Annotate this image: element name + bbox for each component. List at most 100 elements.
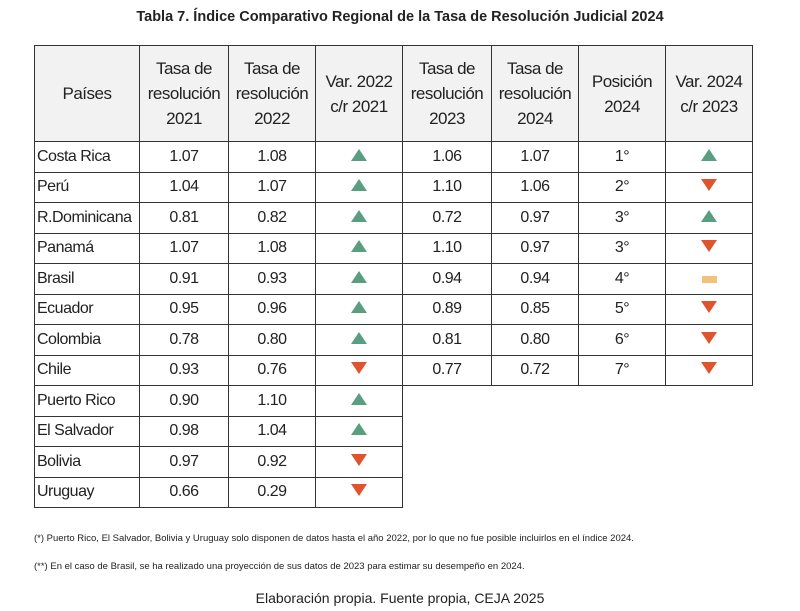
source-footer: Elaboración propia. Fuente propia, CEJA … [255, 590, 545, 606]
column-header: Posición 2024 [578, 45, 666, 142]
value-cell: 0.97 [491, 232, 579, 264]
triangle-up-icon [351, 148, 367, 161]
variation-cell [315, 385, 403, 417]
value-cell: 1.06 [491, 171, 579, 203]
empty-cell [666, 386, 753, 417]
column-header: Var. 2022 c/r 2021 [315, 45, 403, 142]
variation-cell [315, 293, 403, 325]
variation-cell [665, 324, 753, 356]
country-cell: Bolivia [34, 446, 140, 478]
empty-cell [666, 477, 753, 508]
variation-cell [315, 354, 403, 386]
value-cell: 0.72 [491, 354, 579, 386]
table-row: Panamá 1.07 1.08 1.10 0.97 3° [34, 232, 753, 264]
empty-cell [666, 416, 753, 447]
value-cell: 3° [578, 202, 666, 234]
column-header: Tasa de resolución 2023 [402, 45, 492, 142]
value-cell: 1.08 [228, 232, 316, 264]
empty-cell [403, 416, 492, 447]
country-cell: Ecuador [34, 293, 140, 325]
value-cell: 0.80 [491, 324, 579, 356]
value-cell: 0.82 [228, 202, 316, 234]
value-cell: 1.08 [228, 141, 316, 173]
value-cell: 0.29 [228, 476, 316, 508]
empty-cell [579, 447, 666, 478]
value-cell: 0.72 [402, 202, 492, 234]
empty-cell [492, 416, 579, 447]
value-cell: 1° [578, 141, 666, 173]
country-cell: Chile [34, 354, 140, 386]
country-cell: Puerto Rico [34, 385, 140, 417]
triangle-down-icon [701, 179, 717, 192]
triangle-down-icon [701, 362, 717, 375]
triangle-up-icon [351, 270, 367, 283]
value-cell: 1.04 [139, 171, 229, 203]
value-cell: 7° [578, 354, 666, 386]
variation-cell [315, 476, 403, 508]
footnote-2: (**) En el caso de Brasil, se ha realiza… [34, 561, 525, 572]
table-row: Chile 0.93 0.76 0.77 0.72 7° [34, 354, 753, 386]
value-cell: 0.77 [402, 354, 492, 386]
variation-cell [665, 354, 753, 386]
country-cell: Uruguay [34, 476, 140, 508]
value-cell: 0.91 [139, 263, 229, 295]
triangle-up-icon [701, 148, 717, 161]
variation-cell [315, 202, 403, 234]
equal-bar-icon [701, 275, 717, 283]
table-row: Brasil 0.91 0.93 0.94 0.94 4° [34, 263, 753, 295]
triangle-down-icon [351, 362, 367, 375]
table-row: Perú 1.04 1.07 1.10 1.06 2° [34, 171, 753, 203]
empty-cell [666, 447, 753, 478]
variation-cell [315, 263, 403, 295]
empty-cell [492, 477, 579, 508]
empty-cell [492, 447, 579, 478]
table-row: Puerto Rico 0.90 1.10 [34, 385, 753, 417]
table-row: Uruguay 0.66 0.29 [34, 476, 753, 508]
variation-cell [315, 446, 403, 478]
empty-cell [403, 477, 492, 508]
value-cell: 1.10 [402, 232, 492, 264]
header-row: Países Tasa de resolución 2021 Tasa de res… [34, 45, 753, 142]
value-cell: 5° [578, 293, 666, 325]
variation-cell [315, 415, 403, 447]
empty-cell [579, 477, 666, 508]
empty-cell [579, 416, 666, 447]
triangle-down-icon [351, 453, 367, 466]
triangle-down-icon [701, 240, 717, 253]
value-cell: 1.07 [139, 141, 229, 173]
column-header: Var. 2024 c/r 2023 [665, 45, 753, 142]
value-cell: 3° [578, 232, 666, 264]
triangle-up-icon [351, 240, 367, 253]
variation-cell [665, 202, 753, 234]
variation-cell [665, 293, 753, 325]
value-cell: 0.92 [228, 446, 316, 478]
value-cell: 1.06 [402, 141, 492, 173]
table-row: El Salvador 0.98 1.04 [34, 415, 753, 447]
table-title: Tabla 7. Índice Comparativo Regional de … [136, 9, 664, 25]
table-row: Colombia 0.78 0.80 0.81 0.80 6° [34, 324, 753, 356]
value-cell: 0.76 [228, 354, 316, 386]
triangle-up-icon [351, 423, 367, 436]
column-header: Tasa de resolución 2021 [139, 45, 229, 142]
value-cell: 0.66 [139, 476, 229, 508]
empty-cell [492, 386, 579, 417]
variation-cell [315, 141, 403, 173]
table-row: Bolivia 0.97 0.92 [34, 446, 753, 478]
value-cell: 1.07 [491, 141, 579, 173]
triangle-up-icon [351, 331, 367, 344]
triangle-down-icon [701, 301, 717, 314]
value-cell: 0.98 [139, 415, 229, 447]
column-header: Países [34, 45, 140, 142]
variation-cell [315, 171, 403, 203]
table-row: R.Dominicana 0.81 0.82 0.72 0.97 3° [34, 202, 753, 234]
value-cell: 0.80 [228, 324, 316, 356]
variation-cell [315, 232, 403, 264]
triangle-up-icon [351, 392, 367, 405]
variation-cell [665, 141, 753, 173]
variation-cell [665, 232, 753, 264]
country-cell: Colombia [34, 324, 140, 356]
value-cell: 2° [578, 171, 666, 203]
triangle-up-icon [351, 209, 367, 222]
triangle-up-icon [351, 301, 367, 314]
country-cell: R.Dominicana [34, 202, 140, 234]
